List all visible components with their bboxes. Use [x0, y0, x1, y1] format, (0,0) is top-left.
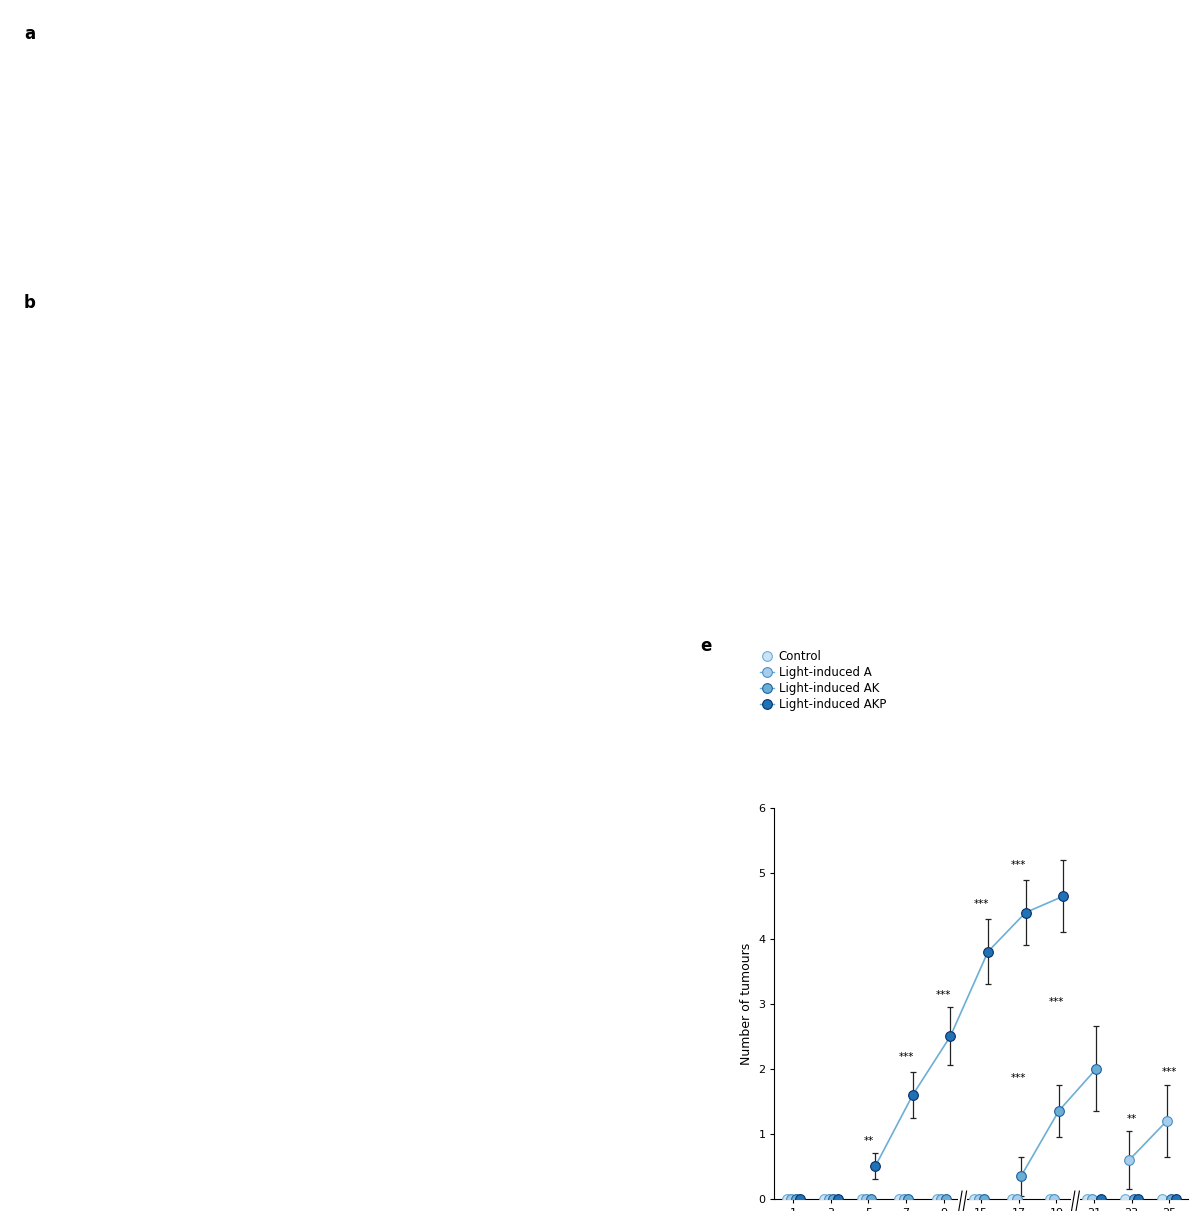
FancyBboxPatch shape — [958, 1176, 967, 1211]
Text: **: ** — [863, 1136, 874, 1146]
FancyBboxPatch shape — [1070, 1176, 1080, 1211]
Y-axis label: Number of tumours: Number of tumours — [739, 942, 752, 1064]
Text: ***: *** — [973, 900, 989, 909]
Text: c: c — [16, 816, 26, 834]
Text: b: b — [24, 294, 36, 312]
Text: ***: *** — [936, 991, 952, 1000]
Text: ***: *** — [899, 1052, 913, 1062]
Text: ***: *** — [1012, 860, 1026, 871]
Text: ***: *** — [1049, 997, 1064, 1006]
Legend: Control, Light-induced A, Light-induced AK, Light-induced AKP: Control, Light-induced A, Light-induced … — [760, 650, 886, 711]
Text: e: e — [700, 637, 712, 655]
Text: ***: *** — [1012, 1073, 1026, 1083]
Text: d: d — [458, 816, 470, 834]
Text: a: a — [24, 24, 35, 42]
Text: **: ** — [1127, 1114, 1136, 1124]
Text: ***: *** — [1162, 1067, 1177, 1077]
